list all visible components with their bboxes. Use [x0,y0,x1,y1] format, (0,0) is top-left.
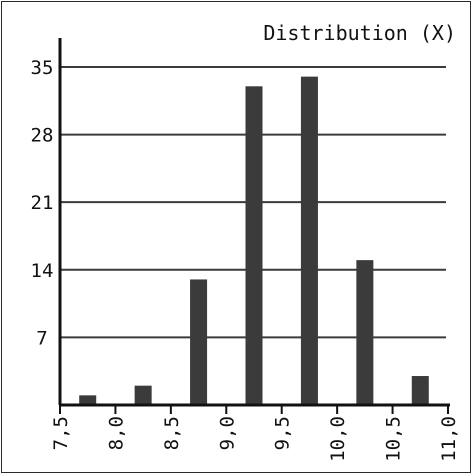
y-tick-label: 28 [31,125,54,147]
axes [58,38,450,414]
bar [190,279,208,405]
x-tick-label: 9,0 [216,416,238,450]
y-tick-label: 35 [31,57,54,79]
y-tick-label: 7 [36,327,47,349]
x-tick-label: 10,0 [327,416,349,462]
x-tick-label: 10,5 [383,416,405,462]
y-tick-label: 14 [31,260,54,282]
x-tick-label: 8,0 [105,416,127,450]
y-tick-label: 21 [31,192,54,214]
x-tick-label: 7,5 [50,416,72,450]
bar [245,86,263,405]
x-tick-labels: 7,5 8,0 8,5 9,0 9,5 10,0 10,5 11,0 [50,416,460,462]
x-tick-label: 8,5 [161,416,183,450]
bar [356,260,374,405]
chart-title: Distribution (X) [263,21,456,45]
bar [300,76,318,405]
bar [411,376,429,405]
y-tick-labels: 7 14 21 28 35 [31,57,54,349]
x-tick-label: 9,5 [272,416,294,450]
bar [134,385,152,405]
bar [79,395,97,405]
x-tick-label: 11,0 [438,416,460,462]
bars [79,76,429,405]
